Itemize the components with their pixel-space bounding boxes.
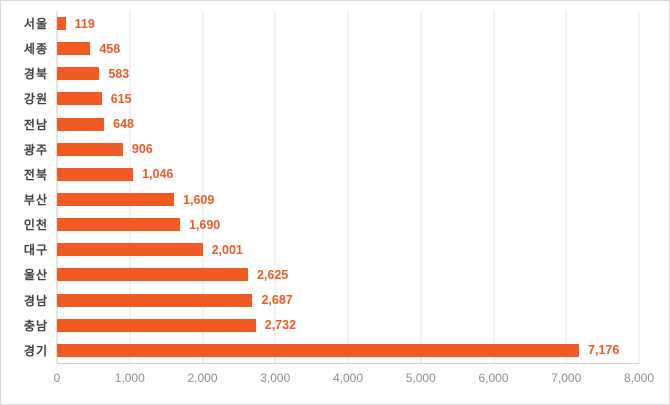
gridline xyxy=(420,11,422,363)
bar-row: 경기 7,176 xyxy=(24,338,639,363)
category-label: 경북 xyxy=(23,67,48,82)
category-label: 세종 xyxy=(23,42,48,57)
bar-row: 부산 1,609 xyxy=(24,187,639,212)
x-tick-label: 0 xyxy=(53,371,61,385)
value-label: 2,001 xyxy=(211,242,243,257)
value-label: 119 xyxy=(74,16,95,31)
category-label: 부산 xyxy=(23,193,48,208)
category-label: 전북 xyxy=(23,167,48,182)
bar xyxy=(57,17,66,31)
bar-row: 경북 583 xyxy=(24,61,639,86)
bar-row: 경남 2,687 xyxy=(24,288,639,313)
gridline xyxy=(274,11,276,363)
gridline xyxy=(202,11,203,363)
category-label: 전남 xyxy=(23,117,48,132)
x-tick-label: 5,000 xyxy=(405,371,436,385)
gridline xyxy=(565,11,567,363)
bar xyxy=(57,318,256,332)
bar-row: 광주 906 xyxy=(24,137,639,162)
value-label: 615 xyxy=(110,91,132,106)
plot-area: 서울 119 세종 458 경북 583 강원 615 전남 648 광주 906 전북 1,046 부산 1… xyxy=(24,11,640,364)
bar xyxy=(57,243,203,257)
value-label: 2,625 xyxy=(256,267,289,282)
bar xyxy=(57,117,105,131)
bar xyxy=(57,268,248,282)
bar-row: 전북 1,046 xyxy=(24,162,639,187)
category-label: 울산 xyxy=(23,268,48,283)
value-label: 1,609 xyxy=(183,192,215,207)
bar xyxy=(57,42,91,56)
x-tick-label: 7,000 xyxy=(551,371,582,385)
category-label: 광주 xyxy=(23,142,48,157)
value-label: 1,690 xyxy=(188,217,221,232)
gridline xyxy=(56,11,58,363)
bar-row: 대구 2,001 xyxy=(24,237,639,262)
category-label: 서울 xyxy=(23,17,48,32)
bar-row: 충남 2,732 xyxy=(24,313,639,338)
bar-row: 세종 458 xyxy=(24,36,639,61)
bar xyxy=(57,293,253,307)
bar xyxy=(57,218,180,232)
category-label: 인천 xyxy=(23,218,48,233)
gridline xyxy=(493,11,494,363)
bar-row: 울산 2,625 xyxy=(24,262,639,287)
bar-row: 인천 1,690 xyxy=(24,212,639,237)
gridline xyxy=(638,11,640,363)
value-label: 583 xyxy=(108,66,130,81)
gridline xyxy=(129,11,131,363)
category-label: 충남 xyxy=(23,318,48,333)
x-tick-label: 8,000 xyxy=(623,371,655,385)
gridline xyxy=(347,11,349,363)
value-label: 2,732 xyxy=(264,318,297,333)
bar xyxy=(57,92,102,106)
value-label: 648 xyxy=(113,117,134,132)
category-label: 경남 xyxy=(23,293,48,308)
category-label: 경기 xyxy=(23,343,48,358)
bar xyxy=(57,167,134,181)
x-tick-label: 6,000 xyxy=(478,371,509,385)
bar xyxy=(57,67,100,81)
bar-row: 서울 119 xyxy=(24,11,639,36)
value-label: 2,687 xyxy=(261,293,293,308)
x-tick-label: 3,000 xyxy=(260,371,291,385)
bar xyxy=(57,343,580,357)
x-axis: 0 1,000 2,000 3,000 4,000 5,000 6,000 7,000 8,00… xyxy=(53,364,654,392)
bar-rows: 서울 119 세종 458 경북 583 강원 615 전남 648 광주 906 전북 1,046 부산 1… xyxy=(24,11,639,363)
bar-row: 전남 648 xyxy=(24,112,639,137)
x-tick-label: 2,000 xyxy=(187,371,218,385)
x-tick-label: 4,000 xyxy=(332,371,364,385)
category-label: 강원 xyxy=(23,92,48,107)
bar xyxy=(57,193,175,207)
bar xyxy=(57,142,123,156)
bar-row: 강원 615 xyxy=(24,86,639,111)
value-label: 458 xyxy=(99,41,121,56)
value-label: 906 xyxy=(131,142,153,157)
category-label: 대구 xyxy=(23,243,48,258)
x-tick-label: 1,000 xyxy=(114,371,145,385)
value-label: 7,176 xyxy=(588,343,620,358)
value-label: 1,046 xyxy=(142,167,174,182)
